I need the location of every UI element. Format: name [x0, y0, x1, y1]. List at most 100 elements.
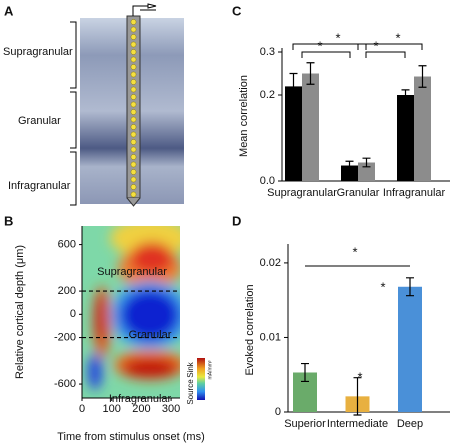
contact [130, 56, 137, 63]
contact [130, 191, 137, 198]
y-tick-label: 0.2 [260, 89, 275, 101]
error-bar [401, 89, 410, 101]
probe-tip [126, 197, 141, 207]
contact [130, 26, 137, 33]
y-axis-label: Mean correlation [238, 75, 250, 157]
colorbar-unit: mA/mm³ [207, 360, 213, 379]
layer-label: Granular [18, 115, 61, 127]
error-bar [301, 362, 309, 383]
contact [130, 49, 137, 55]
contact [130, 94, 137, 100]
contact [130, 34, 137, 40]
bar [398, 286, 422, 412]
y-tick-label: 0.01 [260, 331, 281, 343]
significance-star: * [352, 244, 357, 259]
x-tick-label: 200 [132, 403, 150, 415]
contact [130, 64, 137, 70]
csd-heatmap [82, 226, 180, 398]
bar [397, 95, 414, 181]
bar [285, 86, 302, 181]
significance-bracket [292, 43, 367, 50]
significance-bracket [365, 51, 406, 58]
x-tick-label: Supragranular [267, 187, 337, 199]
y-tick-label: 200 [58, 285, 76, 297]
contact [130, 79, 137, 85]
contact [130, 116, 137, 123]
colorbar-label: Source [186, 379, 195, 405]
error-bar [306, 62, 315, 85]
y-axis-label: Relative cortical depth (μm) [14, 245, 26, 379]
x-tick-label: 0 [79, 403, 85, 415]
contact [130, 124, 137, 130]
contact [130, 176, 137, 183]
x-tick-label: Granular [337, 187, 380, 199]
contact [130, 154, 137, 160]
y-tick-label: 0 [70, 308, 76, 320]
significance-bracket [357, 43, 423, 50]
contact [130, 131, 137, 138]
significance-star: * [395, 30, 400, 45]
axis [81, 226, 180, 399]
layer-label: Infragranular [8, 180, 71, 192]
layer-label: Supragranular [3, 46, 73, 58]
significance-star: * [317, 38, 322, 53]
contact [130, 19, 137, 25]
y-tick-label: 0.3 [260, 46, 275, 58]
layer-brackets [70, 21, 77, 206]
colorbar-label: Sink [186, 361, 195, 378]
panel-a: Supragranular Granular Infragranular [3, 3, 184, 207]
error-bar [289, 72, 298, 100]
error-bar [362, 157, 371, 168]
electrode-contacts [130, 19, 137, 198]
error-bar [345, 160, 354, 171]
x-tick-label: Deep [397, 418, 423, 430]
x-tick-label: Intermediate [327, 418, 388, 430]
x-tick-label: Superior [284, 418, 326, 430]
contact [130, 146, 137, 153]
contact [130, 86, 137, 93]
x-tick-label: 100 [103, 403, 121, 415]
probe-connector [132, 3, 157, 16]
axis [281, 48, 450, 182]
y-tick-label: 600 [58, 239, 76, 251]
bar [341, 165, 358, 181]
y-tick-label: 0.0 [260, 175, 275, 187]
contact [130, 161, 137, 168]
y-tick-label: 0.02 [260, 257, 281, 269]
x-tick-label: Infragranular [383, 187, 446, 199]
region-label: Granular [129, 329, 172, 341]
contact [130, 101, 137, 108]
significance-star: * [373, 38, 378, 53]
panel-label: C [232, 3, 242, 18]
y-axis-label: Evoked correlation [244, 284, 256, 375]
bar [302, 73, 319, 181]
x-tick-label: 300 [162, 403, 180, 415]
significance-star: * [380, 279, 385, 294]
error-bar [406, 277, 414, 297]
significance-star: * [335, 30, 340, 45]
panel-label: A [4, 3, 14, 18]
panel-label: D [232, 213, 241, 228]
significance-bracket [301, 51, 351, 58]
significance-star: * [357, 369, 362, 384]
colorbar [197, 358, 205, 400]
contact [130, 109, 137, 115]
contact [130, 41, 137, 48]
panel-label: B [4, 213, 13, 228]
contact [130, 184, 137, 190]
bar [414, 76, 431, 181]
y-tick-label: 0 [275, 406, 281, 418]
bar [358, 162, 375, 181]
x-axis-label: Time from stimulus onset (ms) [57, 431, 205, 443]
region-label: Infragranular [109, 393, 172, 405]
contact [130, 139, 137, 145]
y-tick-label: -600 [54, 378, 76, 390]
error-bar [353, 377, 362, 416]
error-bar [418, 65, 427, 88]
axis [287, 244, 450, 413]
contact [130, 71, 137, 78]
y-tick-label: -200 [54, 331, 76, 343]
region-label: Supragranular [97, 266, 167, 278]
contact [130, 169, 137, 175]
